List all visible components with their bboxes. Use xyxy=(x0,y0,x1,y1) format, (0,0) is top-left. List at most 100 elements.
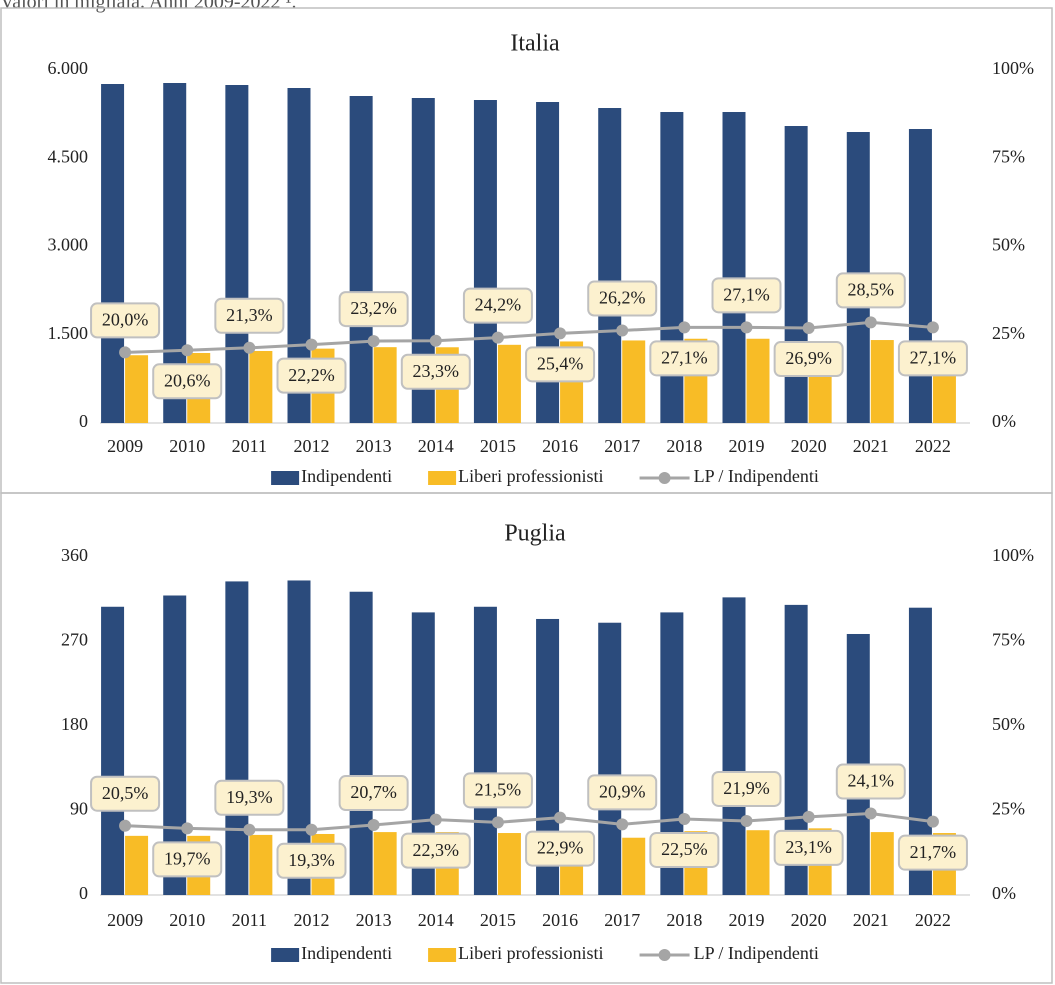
line-marker xyxy=(181,344,194,357)
bar xyxy=(722,597,746,895)
bar xyxy=(722,112,746,423)
x-tick-label: 2014 xyxy=(418,910,454,930)
bar xyxy=(125,835,149,895)
value-label: 27,1% xyxy=(661,347,708,367)
x-tick-label: 2011 xyxy=(232,436,267,456)
value-label: 20,5% xyxy=(102,783,149,803)
x-tick-label: 2013 xyxy=(356,436,392,456)
value-label: 28,5% xyxy=(848,280,895,300)
line-marker xyxy=(305,823,318,836)
value-label-box xyxy=(462,287,533,324)
legend-label: LP / Indipendenti xyxy=(694,466,819,486)
x-tick-label: 2012 xyxy=(294,910,330,930)
value-label-box xyxy=(525,830,596,867)
value-label-box xyxy=(711,770,782,807)
legend-label: Indipendenti xyxy=(301,466,392,486)
x-tick-label: 2022 xyxy=(915,910,951,930)
line-marker xyxy=(305,338,318,351)
legend-swatch xyxy=(271,471,300,485)
value-label-box xyxy=(587,774,658,811)
x-tick-label: 2011 xyxy=(232,910,267,930)
value-label-box xyxy=(835,272,906,309)
value-label: 27,1% xyxy=(910,347,957,367)
value-label: 21,9% xyxy=(723,778,770,798)
value-label: 19,7% xyxy=(164,849,211,869)
line-marker xyxy=(740,321,753,334)
bar xyxy=(373,347,397,423)
value-label-box xyxy=(276,842,347,879)
y-tick-label: 6.000 xyxy=(48,58,89,78)
bar xyxy=(497,344,521,423)
bar xyxy=(536,618,560,895)
x-tick-label: 2017 xyxy=(604,910,640,930)
y2-tick-label: 0% xyxy=(992,883,1016,903)
value-label: 21,7% xyxy=(910,842,957,862)
legend-label: Liberi professionisti xyxy=(458,466,603,486)
value-label-box xyxy=(773,829,844,866)
value-label: 27,1% xyxy=(723,284,770,304)
y2-tick-label: 100% xyxy=(992,545,1034,565)
bar xyxy=(784,604,808,895)
x-tick-label: 2020 xyxy=(791,436,827,456)
value-label-box xyxy=(214,779,285,816)
value-label-box xyxy=(587,280,658,317)
legend-swatch xyxy=(271,948,300,962)
x-tick-label: 2009 xyxy=(107,436,143,456)
line-marker xyxy=(554,811,567,824)
value-label-box xyxy=(338,775,409,812)
line-marker xyxy=(554,327,567,340)
y-tick-label: 0 xyxy=(79,411,88,431)
legend-swatch xyxy=(428,471,457,485)
line-marker xyxy=(119,819,132,832)
bar xyxy=(249,350,273,423)
value-label: 23,2% xyxy=(350,298,397,318)
x-tick-label: 2022 xyxy=(915,436,951,456)
value-label-box xyxy=(773,341,844,378)
bar xyxy=(473,606,497,895)
x-tick-label: 2009 xyxy=(107,910,143,930)
bar xyxy=(163,595,187,895)
value-label: 21,5% xyxy=(475,779,522,799)
bar xyxy=(660,612,684,895)
legend-swatch xyxy=(658,472,671,484)
bar xyxy=(746,338,770,423)
value-label-box xyxy=(400,353,471,390)
y2-tick-label: 25% xyxy=(992,799,1025,819)
value-label: 22,2% xyxy=(288,365,335,385)
x-tick-label: 2010 xyxy=(169,436,205,456)
caption: Valori in migliaia. Anni 2009-2022 ¹. xyxy=(0,0,297,13)
bar xyxy=(411,612,435,895)
x-tick-label: 2016 xyxy=(542,910,578,930)
value-label-box xyxy=(152,841,223,878)
y2-tick-label: 50% xyxy=(992,714,1025,734)
line-marker xyxy=(678,321,691,334)
y-tick-label: 360 xyxy=(61,545,88,565)
y2-tick-label: 75% xyxy=(992,146,1025,166)
legend-swatch xyxy=(428,948,457,962)
value-label-box xyxy=(90,302,161,339)
x-tick-label: 2019 xyxy=(729,910,765,930)
y-tick-label: 1.500 xyxy=(48,323,89,343)
panel-border xyxy=(0,492,1053,984)
value-label: 19,3% xyxy=(226,787,273,807)
y-tick-label: 3.000 xyxy=(48,235,89,255)
bar xyxy=(225,85,249,423)
bar xyxy=(163,83,187,423)
x-tick-label: 2013 xyxy=(356,910,392,930)
bar xyxy=(287,580,311,895)
line-marker xyxy=(616,818,629,831)
x-tick-label: 2020 xyxy=(791,910,827,930)
panel-border xyxy=(0,7,1053,494)
y2-tick-label: 0% xyxy=(992,411,1016,431)
value-label: 20,0% xyxy=(102,310,149,330)
bar xyxy=(598,622,622,895)
legend: Indipendenti Liberi professionisti LP / In… xyxy=(271,943,819,963)
line-marker xyxy=(802,322,815,335)
line-marker xyxy=(802,810,815,823)
value-label: 22,3% xyxy=(413,840,460,860)
legend-label: Indipendenti xyxy=(301,943,392,963)
x-tick-label: 2016 xyxy=(542,436,578,456)
x-tick-label: 2014 xyxy=(418,436,454,456)
line-marker xyxy=(243,341,256,354)
bar xyxy=(746,830,770,895)
